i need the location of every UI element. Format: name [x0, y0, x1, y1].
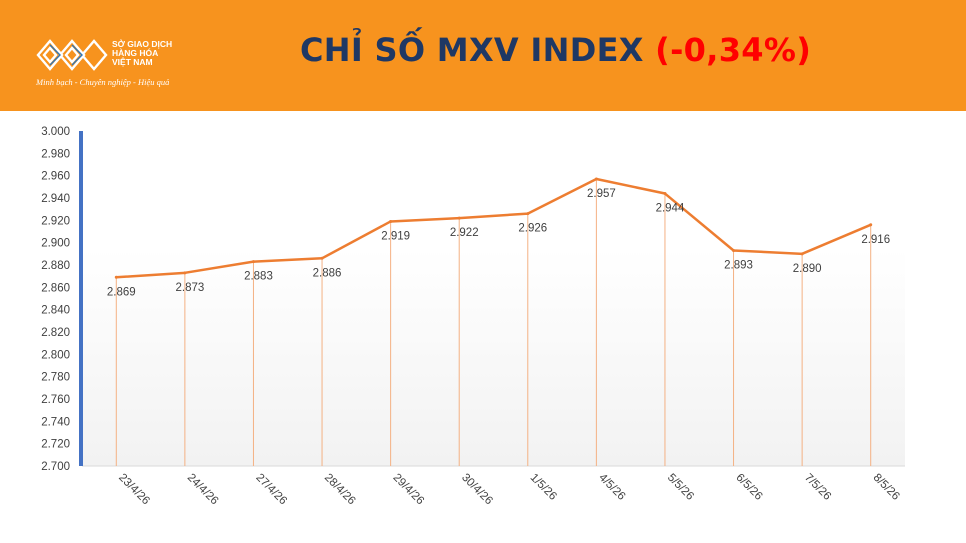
y-tick-label: 2.820 — [41, 327, 70, 339]
logo-slogan: Minh bạch - Chuyên nghiệp - Hiệu quả — [36, 77, 170, 87]
data-point — [732, 248, 736, 252]
data-label: 2.886 — [313, 267, 342, 279]
x-tick-label: 28/4/26 — [322, 472, 358, 508]
data-point — [594, 177, 598, 181]
header-banner: SỞ GIAO DỊCH HÀNG HÓA VIỆT NAM Minh bạch… — [0, 0, 966, 111]
data-point — [800, 252, 804, 256]
logo-org-name: SỞ GIAO DỊCH HÀNG HÓA VIỆT NAM — [112, 39, 173, 67]
x-tick-label: 23/4/26 — [116, 472, 152, 508]
x-tick-label: 29/4/26 — [391, 472, 427, 508]
data-label: 2.922 — [450, 227, 479, 239]
y-tick-label: 2.960 — [41, 171, 70, 183]
x-tick-label: 7/5/26 — [802, 472, 833, 503]
data-point — [457, 216, 461, 220]
data-label: 2.944 — [656, 203, 685, 215]
plot-background — [82, 131, 905, 466]
y-tick-label: 2.920 — [41, 215, 70, 227]
data-label: 2.873 — [175, 282, 204, 294]
data-label: 2.869 — [107, 286, 136, 298]
y-tick-label: 3.000 — [41, 126, 70, 138]
x-tick-label: 6/5/26 — [733, 472, 764, 503]
y-tick-label: 2.980 — [41, 148, 70, 160]
data-point — [114, 275, 118, 279]
page-title: CHỈ SỐ MXV INDEX (-0,34%) — [300, 31, 820, 69]
y-tick-label: 2.720 — [41, 439, 70, 451]
series-line — [116, 177, 872, 279]
x-tick-label: 4/5/26 — [596, 472, 627, 503]
data-point — [389, 219, 393, 223]
y-tick-label: 2.880 — [41, 260, 70, 272]
data-point — [526, 212, 530, 216]
mxv-logo: SỞ GIAO DỊCH HÀNG HÓA VIỆT NAM Minh bạch… — [36, 36, 196, 96]
data-point — [663, 192, 667, 196]
y-tick-label: 2.840 — [41, 305, 70, 317]
x-tick-label: 1/5/26 — [528, 472, 559, 503]
x-tick-label: 8/5/26 — [871, 472, 902, 503]
x-tick-label: 5/5/26 — [665, 472, 696, 503]
data-point — [251, 260, 255, 264]
data-point — [183, 271, 187, 275]
y-axis-line — [79, 131, 83, 466]
data-point — [869, 223, 873, 227]
data-label: 2.916 — [861, 234, 890, 246]
title-main: CHỈ SỐ MXV INDEX — [300, 31, 644, 69]
y-tick-label: 2.740 — [41, 416, 70, 428]
data-label: 2.919 — [381, 230, 410, 242]
y-tick-label: 2.780 — [41, 372, 70, 384]
y-tick-label: 2.860 — [41, 282, 70, 294]
data-label: 2.890 — [793, 263, 822, 275]
data-point — [320, 256, 324, 260]
data-label: 2.957 — [587, 188, 616, 200]
y-tick-label: 2.940 — [41, 193, 70, 205]
y-tick-label: 2.800 — [41, 349, 70, 361]
x-tick-label: 27/4/26 — [253, 472, 289, 508]
y-tick-label: 2.900 — [41, 238, 70, 250]
y-tick-label: 2.760 — [41, 394, 70, 406]
y-tick-label: 2.700 — [41, 461, 70, 473]
data-label: 2.926 — [518, 223, 547, 235]
data-label: 2.893 — [724, 259, 753, 271]
mxv-logo-icon — [36, 39, 108, 71]
x-tick-label: 24/4/26 — [185, 472, 221, 508]
title-change: (-0,34%) — [655, 31, 812, 69]
data-label: 2.883 — [244, 271, 273, 283]
x-tick-label: 30/4/26 — [459, 472, 495, 508]
